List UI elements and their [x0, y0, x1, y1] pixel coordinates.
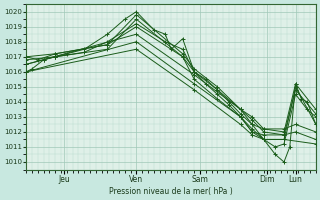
X-axis label: Pression niveau de la mer( hPa ): Pression niveau de la mer( hPa ): [109, 187, 233, 196]
